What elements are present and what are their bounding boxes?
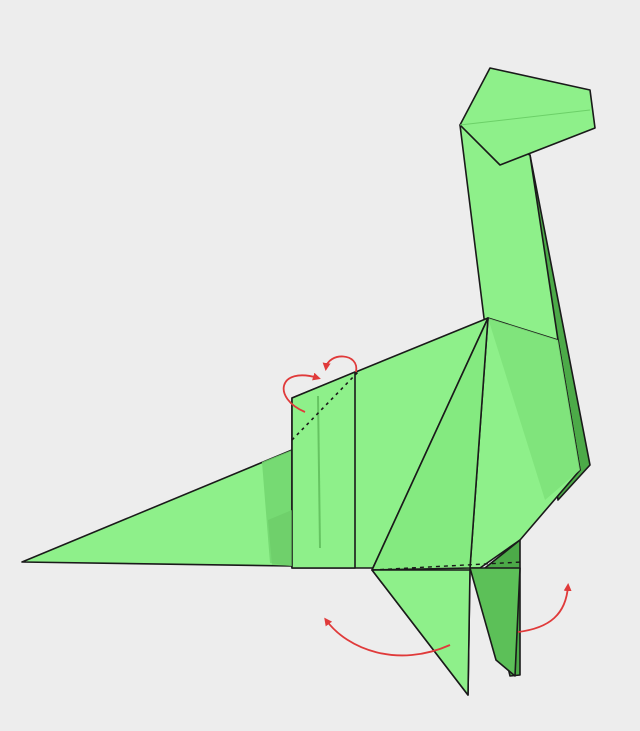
curved-arrow-leg-left [324,617,451,657]
head [459,67,596,166]
back-hump-shadow [268,510,292,566]
head-crease [459,109,591,126]
front-leg-lower [371,569,471,696]
rear-leg [469,567,521,677]
back-hump-crease [317,395,321,549]
curved-arrow-back-outer [282,372,321,413]
mountain-fold-line [291,371,359,441]
valley-fold-line [371,561,523,571]
back-hump [291,371,356,569]
body-shade [488,318,580,500]
curved-arrow-back-inner [322,355,357,373]
curved-arrow-leg-right [517,583,572,633]
front-leg-inner [371,317,489,571]
tail-flap [21,449,293,567]
